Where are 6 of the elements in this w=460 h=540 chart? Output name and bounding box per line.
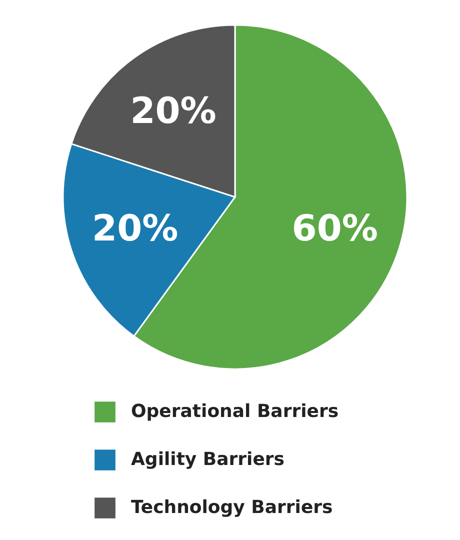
data-label: 60% (292, 208, 378, 250)
legend-label: Agility Barriers (131, 449, 285, 470)
data-label: 20% (92, 208, 178, 250)
legend-label: Operational Barriers (131, 401, 339, 422)
data-label: 20% (130, 91, 216, 132)
legend-label: Technology Barriers (131, 497, 333, 518)
